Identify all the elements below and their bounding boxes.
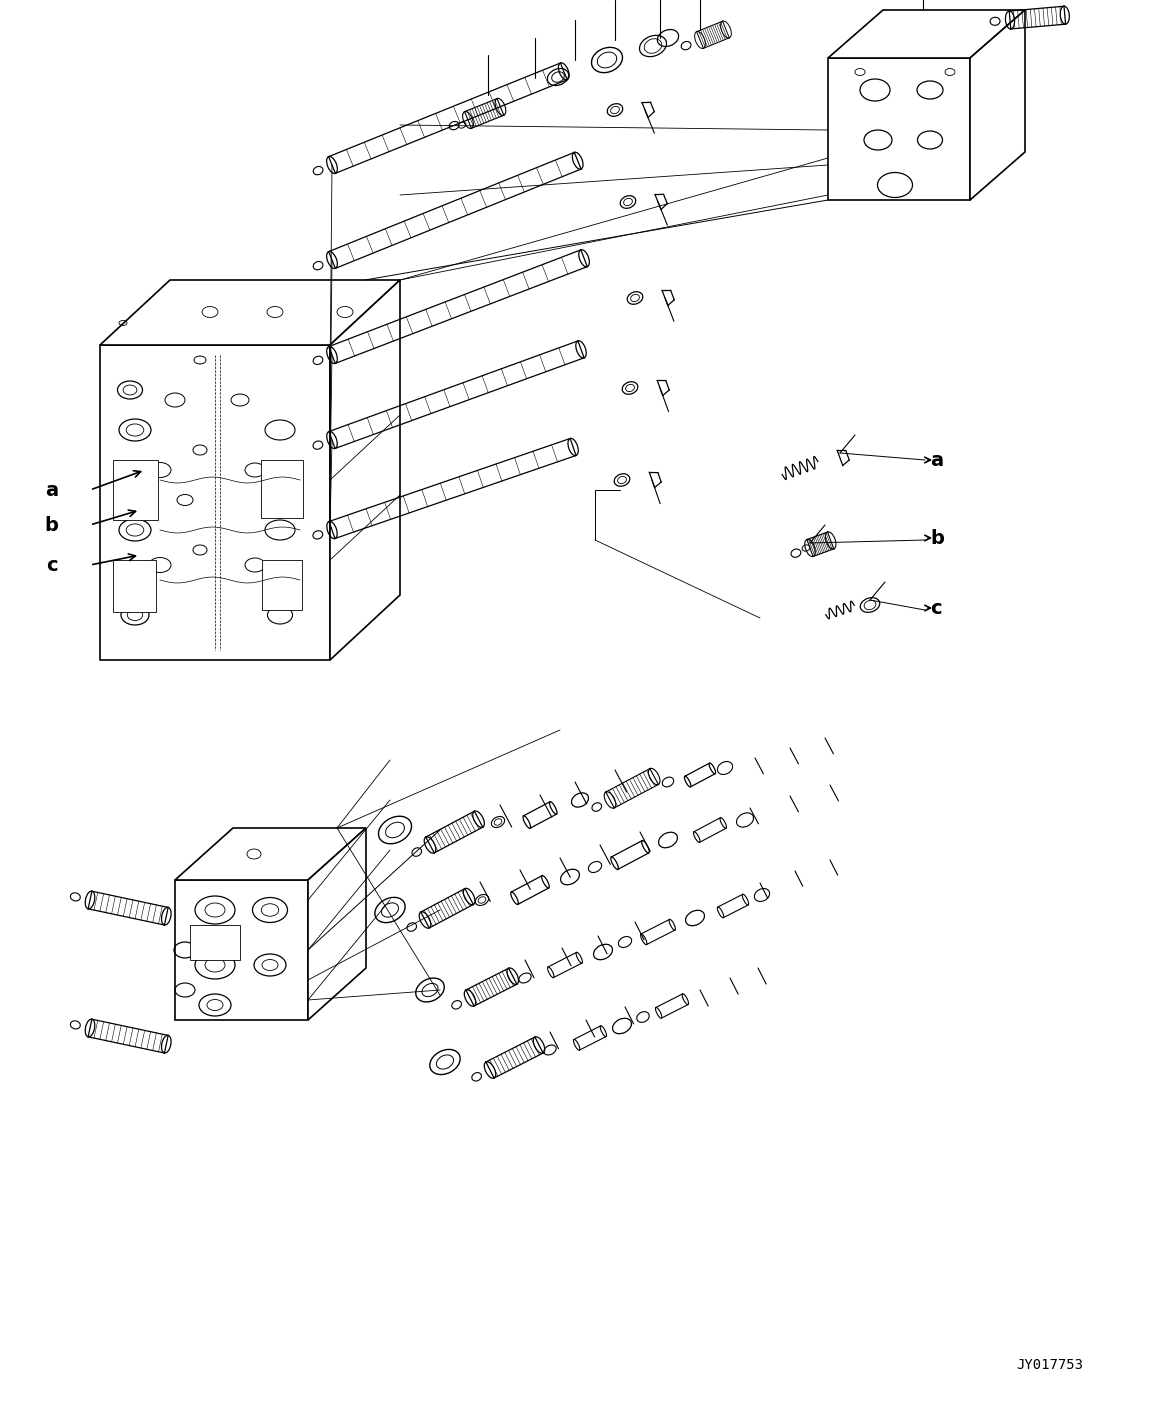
Polygon shape [308,828,366,1020]
Polygon shape [113,459,158,520]
Text: c: c [930,599,942,618]
Polygon shape [330,280,400,660]
Polygon shape [174,880,308,1020]
Text: b: b [44,516,58,534]
Text: c: c [47,555,58,575]
Polygon shape [828,58,970,200]
Polygon shape [828,10,1025,58]
Text: JY017753: JY017753 [1016,1359,1084,1373]
Polygon shape [970,10,1025,200]
Text: b: b [930,528,944,548]
Polygon shape [261,459,304,518]
Polygon shape [174,828,366,880]
Polygon shape [100,280,400,346]
Text: a: a [45,481,58,500]
Polygon shape [190,924,240,960]
Polygon shape [262,561,302,610]
Polygon shape [100,346,330,660]
Polygon shape [113,561,156,613]
Text: a: a [930,451,943,469]
